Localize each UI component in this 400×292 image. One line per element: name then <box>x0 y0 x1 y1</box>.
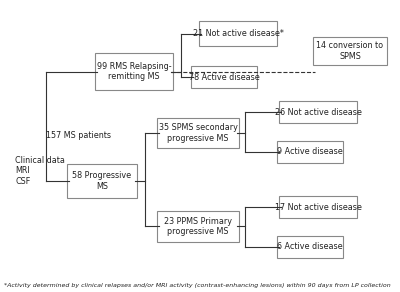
FancyBboxPatch shape <box>313 37 387 65</box>
Text: 35 SPMS secondary
progressive MS: 35 SPMS secondary progressive MS <box>158 123 238 142</box>
Text: 157 MS patients: 157 MS patients <box>46 131 111 140</box>
FancyBboxPatch shape <box>95 53 173 90</box>
Text: 9 Active disease: 9 Active disease <box>277 147 343 156</box>
FancyBboxPatch shape <box>191 67 257 88</box>
Text: 99 RMS Relapsing-
remitting MS: 99 RMS Relapsing- remitting MS <box>97 62 171 81</box>
FancyBboxPatch shape <box>157 118 239 148</box>
Text: 78 Active disease: 78 Active disease <box>189 73 259 82</box>
FancyBboxPatch shape <box>157 211 239 242</box>
Text: 6 Active disease: 6 Active disease <box>277 242 343 251</box>
FancyBboxPatch shape <box>67 164 137 198</box>
Text: 23 PPMS Primary
progressive MS: 23 PPMS Primary progressive MS <box>164 217 232 236</box>
FancyBboxPatch shape <box>277 141 343 163</box>
FancyBboxPatch shape <box>279 197 357 218</box>
FancyBboxPatch shape <box>199 21 277 46</box>
Text: 58 Progressive
MS: 58 Progressive MS <box>72 171 132 191</box>
Text: 21 Not active disease*: 21 Not active disease* <box>192 29 284 38</box>
Text: 14 conversion to
SPMS: 14 conversion to SPMS <box>316 41 384 61</box>
Text: 17 Not active disease: 17 Not active disease <box>274 203 362 212</box>
Text: *Activity determined by clinical relapses and/or MRI activity (contrast-enhancin: *Activity determined by clinical relapse… <box>4 283 391 288</box>
FancyBboxPatch shape <box>277 236 343 258</box>
FancyBboxPatch shape <box>279 102 357 124</box>
Text: Clinical data
MRI
CSF: Clinical data MRI CSF <box>15 156 65 186</box>
Text: 26 Not active disease: 26 Not active disease <box>274 108 362 117</box>
